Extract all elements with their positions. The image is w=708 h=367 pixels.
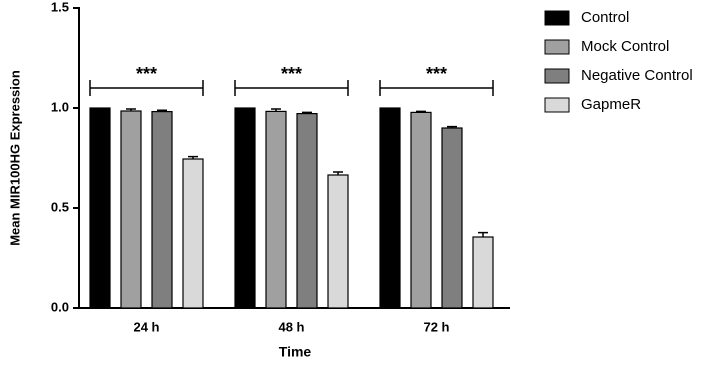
bar xyxy=(151,110,173,309)
bar xyxy=(234,107,256,309)
x-tick-label: 72 h xyxy=(423,319,449,334)
legend-swatch xyxy=(544,68,570,84)
bar xyxy=(410,111,432,309)
significance-label: *** xyxy=(281,64,302,84)
legend-swatch xyxy=(544,10,570,26)
x-tick-label: 24 h xyxy=(133,319,159,334)
bar xyxy=(182,158,204,309)
significance-bracket xyxy=(234,80,349,96)
legend-swatch xyxy=(544,39,570,55)
legend-label: Control xyxy=(581,9,629,26)
legend-label: Mock Control xyxy=(581,38,669,55)
bar xyxy=(472,236,494,309)
bar xyxy=(296,112,318,309)
bar xyxy=(265,110,287,309)
x-tick-label: 48 h xyxy=(278,319,304,334)
legend-label: GapmeR xyxy=(581,96,641,113)
y-tick-label: 1.5 xyxy=(51,0,69,14)
bar xyxy=(120,110,142,309)
error-bar xyxy=(302,111,312,114)
error-bar xyxy=(416,110,426,113)
significance-bracket xyxy=(89,80,204,96)
error-bar xyxy=(333,171,343,175)
x-axis-label: Time xyxy=(279,344,312,360)
significance-label: *** xyxy=(136,64,157,84)
error-bar xyxy=(188,155,198,159)
y-tick-label: 0.5 xyxy=(51,199,69,214)
bar xyxy=(89,107,111,309)
y-axis-label: Mean MIR100HG Expression xyxy=(7,70,22,246)
error-bar xyxy=(478,231,488,237)
error-bar xyxy=(447,125,457,128)
error-bar xyxy=(126,108,136,111)
bar xyxy=(441,127,463,309)
bar xyxy=(327,174,349,309)
significance-label: *** xyxy=(426,64,447,84)
legend-label: Negative Control xyxy=(581,67,693,84)
y-tick-label: 0.0 xyxy=(51,299,69,314)
legend-swatch xyxy=(544,97,570,113)
error-bar xyxy=(271,108,281,112)
significance-bracket xyxy=(379,80,494,96)
error-bar xyxy=(157,109,167,112)
y-tick-label: 1.0 xyxy=(51,99,69,114)
bar xyxy=(379,107,401,309)
